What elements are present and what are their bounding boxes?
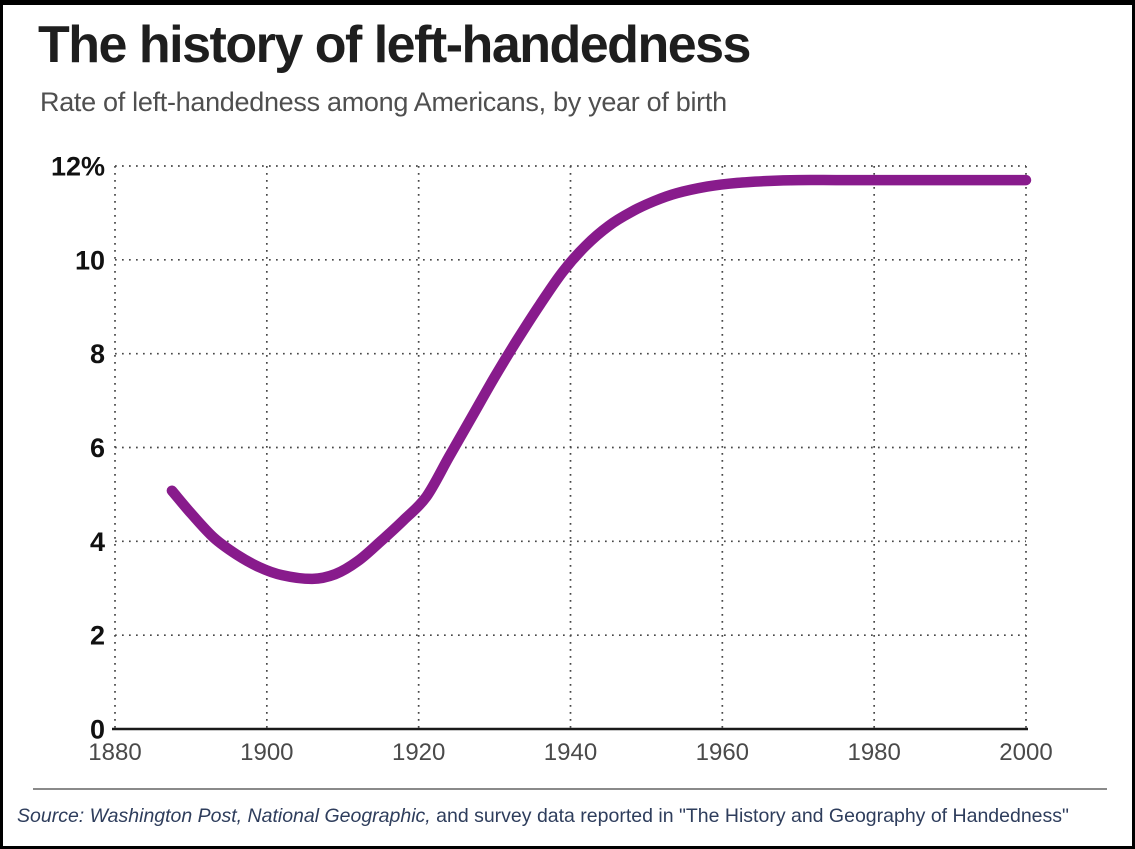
x-tick-label: 2000 <box>999 739 1052 766</box>
y-tick-label: 2 <box>90 621 105 651</box>
x-tick-label: 1880 <box>88 739 141 766</box>
x-tick-label: 1940 <box>544 739 597 766</box>
page-subtitle: Rate of left-handedness among Americans,… <box>40 87 727 117</box>
y-tick-label: 4 <box>90 527 105 557</box>
y-tick-label: 6 <box>90 433 105 463</box>
y-tick-label: 0 <box>90 715 105 745</box>
page-title: The history of left-handedness <box>38 16 751 74</box>
source-description: and survey data reported in "The History… <box>430 805 1069 827</box>
x-tick-label: 1960 <box>696 739 749 766</box>
x-tick-label: 1980 <box>847 739 900 766</box>
x-tick-label: 1900 <box>240 739 293 766</box>
y-tick-label: 10 <box>75 245 105 275</box>
y-tick-label: 12% <box>51 152 105 182</box>
y-tick-label: 8 <box>90 339 105 369</box>
x-tick-label: 1920 <box>392 739 445 766</box>
source-note: Source: Washington Post, National Geogra… <box>17 805 1069 828</box>
footer-divider <box>33 788 1107 790</box>
left-handedness-curve <box>166 174 1032 585</box>
source-publications: Source: Washington Post, National Geogra… <box>17 805 431 827</box>
